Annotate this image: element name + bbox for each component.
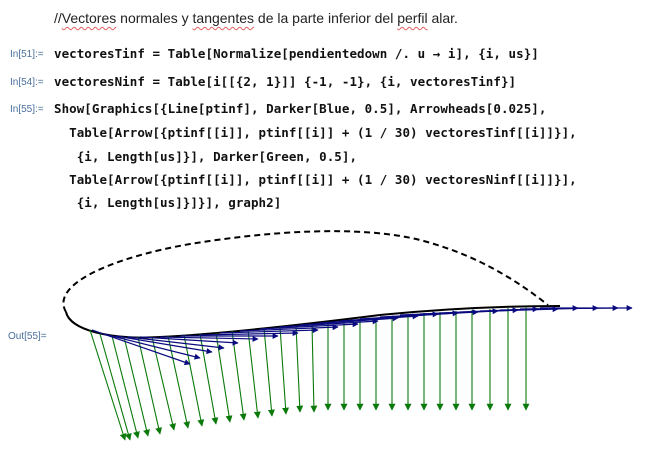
normal-arrow	[231, 330, 247, 421]
normal-arrow	[99, 333, 132, 441]
input-cell-55-line1[interactable]: Show[Graphics[{Line[ptinf], Darker[Blue,…	[54, 101, 547, 116]
normal-arrow	[111, 335, 140, 439]
output-label-out55: Out[55]=	[8, 331, 47, 342]
comment-suffix: alar.	[427, 10, 458, 26]
normal-arrow	[123, 336, 150, 437]
normal-arrow	[137, 336, 163, 435]
tangent-arrow	[115, 335, 213, 355]
input-cell-55-line5[interactable]: {i, Length[us]}]}], graph2]	[54, 195, 282, 210]
tangent-arrow	[219, 327, 319, 334]
comment-word-perfil: perfil	[397, 10, 428, 26]
input-cell-54[interactable]: vectoresNinf = Table[i[[{2, 1}]] {-1, -1…	[54, 74, 517, 89]
normal-arrow	[215, 332, 233, 423]
cell-label-in51: In[51]:=	[10, 49, 44, 60]
normal-arrow-group	[89, 307, 530, 441]
tangent-arrow	[279, 318, 379, 328]
normal-arrow	[167, 335, 191, 429]
normal-arrow	[247, 329, 261, 419]
tangent-arrow	[127, 336, 225, 351]
comment-word-tangentes: tangentes	[192, 10, 255, 26]
cell-label-in54: In[54]:=	[10, 77, 44, 88]
comment-line: //Vectores normales y tangentes de la pa…	[54, 10, 458, 26]
input-cell-55-line4[interactable]: Table[Arrow[{ptinf[[i]], ptinf[[i]] + (1…	[54, 172, 577, 187]
input-cell-55-line2[interactable]: Table[Arrow[{ptinf[[i]], ptinf[[i]] + (1…	[54, 125, 577, 140]
normal-arrow	[183, 334, 205, 427]
comment-prefix: //	[54, 10, 62, 26]
tangent-arrow	[259, 321, 359, 330]
tangent-arrow	[239, 324, 339, 332]
comment-word-vectores: Vectores	[61, 10, 117, 26]
tangent-arrow	[199, 330, 299, 337]
tangent-arrow	[103, 333, 201, 360]
normal-arrow	[199, 333, 219, 425]
comment-mid2: de la parte inferior del	[254, 10, 398, 26]
normal-arrow	[279, 326, 290, 415]
tangent-arrow	[159, 335, 259, 342]
input-cell-55-line3[interactable]: {i, Length[us]}], Darker[Green, 0.5],	[54, 149, 358, 164]
cell-label-in55: In[55]:=	[10, 104, 44, 115]
normal-arrow	[89, 329, 127, 441]
normal-arrow	[295, 325, 304, 413]
normal-arrow	[263, 327, 275, 417]
input-cell-51[interactable]: vectoresTinf = Table[Normalize[pendiente…	[54, 46, 539, 61]
normal-arrow	[310, 323, 318, 413]
tangent-arrow-group	[91, 305, 633, 366]
upper-surface-dashed	[62, 230, 549, 313]
tangent-arrow	[139, 336, 239, 346]
comment-mid1: normales y	[116, 10, 193, 26]
